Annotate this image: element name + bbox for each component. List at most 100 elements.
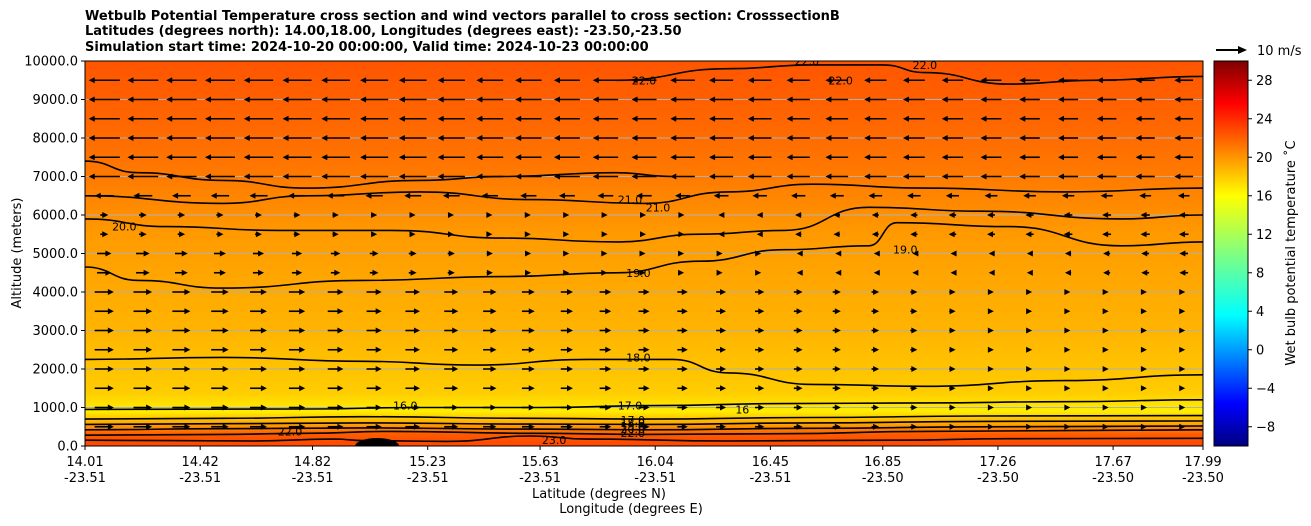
wind-vector-head [987, 327, 994, 334]
wind-vector-head [786, 173, 793, 180]
wind-vector-head [184, 346, 191, 353]
wind-vector-head [146, 404, 153, 411]
wind-vector-head [795, 231, 802, 238]
wind-vector-head [1026, 327, 1033, 334]
wind-vector-head [360, 154, 367, 161]
colorbar-gradient [1213, 60, 1249, 447]
wind-vector-head [166, 77, 173, 84]
contour-line [615, 64, 1203, 85]
wind-vector-head [631, 77, 638, 84]
wind-vector-head [448, 250, 455, 257]
wind-vector-head [601, 250, 608, 257]
wind-vector-head [1026, 269, 1033, 276]
wind-vector-head [643, 289, 650, 295]
wind-vector-head [1102, 212, 1109, 218]
wind-vector-head [486, 250, 493, 257]
wind-vector-head [337, 346, 344, 353]
wind-vector-head [987, 385, 994, 392]
wind-vector-head [332, 212, 339, 218]
wind-vector-head [1064, 404, 1071, 411]
wind-vector-head [747, 77, 754, 84]
wind-vector-head [825, 135, 832, 141]
wind-vector-head [490, 346, 497, 353]
wind-vector-head [825, 77, 832, 84]
colorbar-tick-label: 16 [1256, 189, 1273, 204]
wind-vector-head [873, 366, 880, 372]
wind-vector-head [1140, 231, 1147, 238]
wind-vector-head [334, 269, 341, 276]
wind-vector-head [605, 327, 612, 334]
x-tick-label-lon: -23.51 [64, 471, 106, 486]
wind-vector-head [222, 366, 229, 372]
wind-vector-head [222, 423, 229, 430]
wind-vector-head [949, 346, 956, 353]
quiver-key-label: 10 m/s [1257, 44, 1302, 59]
wind-vector-head [337, 366, 344, 372]
wind-vector-head [756, 231, 763, 238]
y-tick-label: 4000.0 [33, 286, 79, 301]
wind-vector-head [398, 135, 405, 141]
wind-vector-head [747, 96, 754, 103]
contour-label: 18.0 [626, 351, 651, 364]
wind-vector-head [1179, 308, 1186, 315]
wind-vector-head [260, 308, 267, 315]
wind-vector-head [791, 192, 798, 199]
y-tick-label: 6000.0 [33, 209, 79, 224]
contour-label: 22.0 [621, 427, 646, 440]
wind-vector-head [911, 385, 918, 392]
x-tick-label-lon: -23.51 [634, 471, 676, 486]
wind-vector-head [825, 173, 832, 180]
wind-vector-head [949, 385, 956, 392]
wind-vector-head [747, 173, 754, 180]
contour-line [85, 399, 1203, 411]
wind-vector-head [834, 404, 841, 411]
wind-vector-head [299, 346, 306, 353]
wind-vector-head [1100, 192, 1107, 199]
contour-label: 17.0 [618, 400, 643, 413]
wind-vector-head [980, 115, 987, 122]
x-axis-label: Latitude (degrees N) [532, 487, 666, 502]
x-tick-label-lon: -23.51 [407, 471, 449, 486]
wind-vector-head [1174, 154, 1181, 161]
x-tick-label-lat: 17.26 [979, 455, 1016, 470]
wind-vector-head [833, 212, 840, 218]
wind-vector-head [375, 366, 382, 372]
wind-vector-head [372, 250, 379, 257]
wind-vector-head [398, 96, 405, 103]
wind-vector-head [481, 192, 488, 199]
wind-vector-head [563, 231, 570, 238]
wind-vector-head [1019, 77, 1026, 84]
wind-vector-head [949, 423, 956, 430]
wind-vector-head [105, 250, 112, 257]
wind-vector-head [452, 346, 459, 353]
wind-vector-head [681, 423, 688, 430]
wind-vector-head [1179, 366, 1186, 372]
wind-vector-head [1102, 308, 1109, 315]
wind-vector-head [528, 346, 535, 353]
wind-vector-head [950, 269, 957, 276]
wind-vector-head [1179, 289, 1186, 295]
wind-vector-head [643, 423, 650, 430]
wind-vector-head [747, 115, 754, 122]
wind-vector-head [371, 212, 378, 218]
wind-vector-head [910, 212, 917, 218]
wind-vector-head [1135, 154, 1142, 161]
contour-label: 20.0 [621, 423, 646, 436]
wind-vector-head [486, 231, 493, 238]
wind-vector-head [678, 250, 685, 257]
wind-vector-head [515, 115, 522, 122]
wind-vector-head [902, 154, 909, 161]
wind-vector-head [553, 77, 560, 84]
wind-vector-head [127, 135, 134, 141]
wind-vector-head [296, 250, 303, 257]
wind-vector-head [321, 96, 328, 103]
wind-vector-head [871, 231, 878, 238]
wind-vector-head [643, 404, 650, 411]
wind-vector-head [107, 327, 114, 334]
contour-line [85, 356, 1203, 388]
wind-vector-head [360, 135, 367, 141]
wind-vector-head [127, 77, 134, 84]
wind-vector-head [1135, 173, 1142, 180]
wind-vector-head [566, 289, 573, 295]
wind-vector-head [413, 404, 420, 411]
